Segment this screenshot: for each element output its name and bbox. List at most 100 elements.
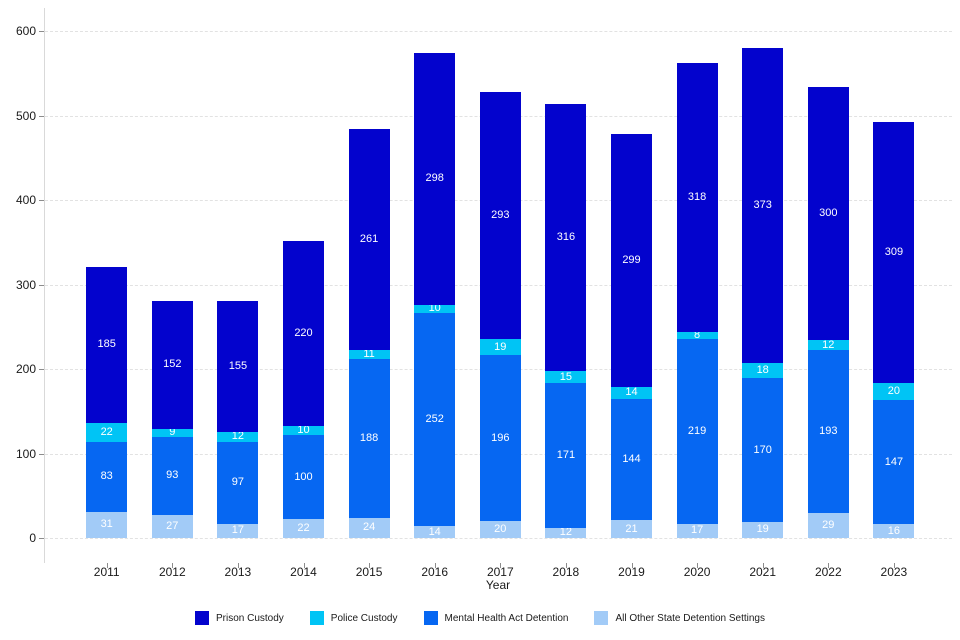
bar-segment-2019-police-custody[interactable]: 14	[611, 387, 652, 399]
bar-segment-2022-mental-health-act-detention[interactable]: 193	[807, 350, 849, 514]
y-axis-label: 400	[15, 193, 36, 207]
bar-segment-2021-prison-custody[interactable]: 373	[742, 47, 784, 364]
bar-segment-2021-all-other-state-detention-settings[interactable]: 19	[742, 521, 784, 538]
bar-segment-2013-police-custody[interactable]: 12	[217, 431, 259, 442]
bar-segment-2017-mental-health-act-detention[interactable]: 196	[479, 355, 521, 522]
bar-value-label: 316	[556, 230, 576, 243]
legend-swatch	[309, 611, 324, 625]
y-axis-label: 600	[15, 24, 36, 38]
x-axis-label-2023: 2023	[880, 565, 908, 579]
bar-value-label: 20	[494, 523, 507, 536]
y-axis-line	[44, 8, 45, 563]
bar-value-label: 373	[753, 198, 772, 211]
bar-segment-2011-police-custody[interactable]: 22	[86, 423, 128, 442]
y-axis-label: 300	[15, 277, 36, 292]
legend-item-police-custody[interactable]: Police Custody	[309, 611, 398, 625]
x-axis-label-2017: 2017	[486, 565, 514, 579]
bar-segment-2014-all-other-state-detention-settings[interactable]: 22	[283, 519, 324, 538]
bar-segment-2023-police-custody[interactable]: 20	[873, 383, 915, 401]
x-tick	[893, 563, 895, 568]
x-axis-label-2014: 2014	[290, 565, 317, 579]
x-axis-label-2020: 2020	[683, 565, 711, 579]
bar-segment-2014-mental-health-act-detention[interactable]: 100	[283, 434, 324, 520]
bar-segment-2016-all-other-state-detention-settings[interactable]: 14	[414, 525, 456, 538]
bar-segment-2013-mental-health-act-detention[interactable]: 97	[217, 441, 259, 524]
bar-segment-2015-mental-health-act-detention[interactable]: 188	[348, 358, 390, 518]
bar-segment-2015-prison-custody[interactable]: 261	[348, 129, 390, 350]
x-axis-label-2022: 2022	[814, 565, 842, 579]
bar-segment-2020-police-custody[interactable]: 8	[676, 329, 718, 340]
bar-segment-2011-prison-custody[interactable]: 185	[86, 266, 128, 424]
bar-value-label: 12	[822, 338, 835, 351]
x-tick	[434, 563, 436, 568]
x-axis-label-2019: 2019	[618, 565, 645, 579]
bar-value-label: 93	[166, 469, 179, 482]
bar-value-label: 170	[753, 443, 772, 456]
bar-segment-2017-all-other-state-detention-settings[interactable]: 20	[479, 521, 521, 538]
bar-segment-2012-all-other-state-detention-settings[interactable]: 27	[151, 515, 193, 538]
bar-segment-2019-mental-health-act-detention[interactable]: 144	[611, 398, 652, 521]
bar-segment-2015-all-other-state-detention-settings[interactable]: 24	[348, 517, 390, 538]
legend-label: Mental Health Act Detention	[444, 612, 569, 624]
gridline	[45, 538, 952, 539]
bar-value-label: 20	[887, 385, 901, 398]
bar-segment-2020-prison-custody[interactable]: 318	[676, 63, 718, 332]
bar-segment-2017-police-custody[interactable]: 19	[479, 339, 521, 356]
bar-segment-2023-mental-health-act-detention[interactable]: 147	[873, 400, 915, 525]
bar-segment-2016-mental-health-act-detention[interactable]: 252	[414, 313, 456, 527]
bar-segment-2020-mental-health-act-detention[interactable]: 219	[676, 338, 718, 524]
bar-segment-2018-police-custody[interactable]: 15	[545, 370, 587, 384]
bar-segment-2018-all-other-state-detention-settings[interactable]: 12	[545, 527, 587, 538]
bar-segment-2020-all-other-state-detention-settings[interactable]: 17	[676, 523, 718, 538]
bar-segment-2014-prison-custody[interactable]: 220	[283, 240, 324, 427]
x-axis-label-2013: 2013	[224, 565, 252, 579]
legend-item-mental-health-act-detention[interactable]: Mental Health Act Detention	[423, 611, 569, 625]
bar-value-label: 24	[362, 521, 376, 534]
legend-item-prison-custody[interactable]: Prison Custody	[194, 611, 284, 625]
x-tick	[106, 563, 108, 568]
gridline	[45, 31, 952, 32]
bar-value-label: 27	[166, 520, 179, 533]
bar-segment-2013-prison-custody[interactable]: 155	[217, 300, 259, 432]
y-tick	[39, 284, 44, 286]
bar-segment-2019-all-other-state-detention-settings[interactable]: 21	[611, 520, 652, 538]
bar-segment-2021-police-custody[interactable]: 18	[742, 363, 784, 379]
bar-value-label: 252	[425, 413, 444, 426]
bar-value-label: 29	[822, 519, 835, 532]
bar-segment-2013-all-other-state-detention-settings[interactable]: 17	[217, 523, 259, 538]
bar-segment-2022-prison-custody[interactable]: 300	[807, 86, 849, 341]
bar-segment-2017-prison-custody[interactable]: 293	[479, 91, 521, 340]
x-axis-label-2012: 2012	[158, 565, 186, 579]
bar-segment-2015-police-custody[interactable]: 11	[348, 348, 390, 359]
bar-value-label: 9	[169, 426, 176, 439]
legend-item-all-other-state-detention-settings[interactable]: All Other State Detention Settings	[594, 611, 765, 625]
bar-segment-2018-prison-custody[interactable]: 316	[545, 103, 587, 371]
bar-value-label: 10	[297, 424, 310, 437]
bar-value-label: 155	[228, 359, 248, 372]
bar-segment-2012-mental-health-act-detention[interactable]: 93	[151, 436, 193, 516]
y-axis-label: 100	[15, 446, 36, 461]
bar-value-label: 31	[100, 518, 113, 531]
bar-segment-2019-prison-custody[interactable]: 299	[611, 134, 652, 387]
bar-segment-2011-mental-health-act-detention[interactable]: 83	[86, 441, 128, 512]
bar-segment-2016-prison-custody[interactable]: 298	[414, 52, 456, 305]
bar-segment-2022-all-other-state-detention-settings[interactable]: 29	[807, 513, 849, 538]
bar-segment-2016-police-custody[interactable]: 10	[414, 303, 456, 314]
legend-label: All Other State Detention Settings	[615, 612, 765, 624]
bar-segment-2022-police-custody[interactable]: 12	[807, 338, 849, 351]
bar-value-label: 318	[687, 190, 707, 203]
bar-segment-2023-all-other-state-detention-settings[interactable]: 16	[873, 524, 915, 538]
bar-segment-2012-police-custody[interactable]: 9	[151, 426, 193, 439]
bar-segment-2011-all-other-state-detention-settings[interactable]: 31	[86, 511, 128, 538]
bar-segment-2023-prison-custody[interactable]: 309	[873, 122, 915, 384]
bar-segment-2012-prison-custody[interactable]: 152	[151, 300, 193, 429]
bar-segment-2018-mental-health-act-detention[interactable]: 171	[545, 383, 587, 528]
bar-value-label: 17	[231, 524, 245, 537]
bar-segment-2021-mental-health-act-detention[interactable]: 170	[742, 378, 784, 522]
bar-value-label: 21	[625, 522, 638, 535]
y-tick	[39, 453, 44, 455]
bar-value-label: 97	[231, 476, 245, 489]
x-axis-label-2011: 2011	[93, 565, 120, 579]
bar-segment-2014-police-custody[interactable]: 10	[283, 424, 324, 437]
bar-value-label: 14	[428, 525, 441, 538]
